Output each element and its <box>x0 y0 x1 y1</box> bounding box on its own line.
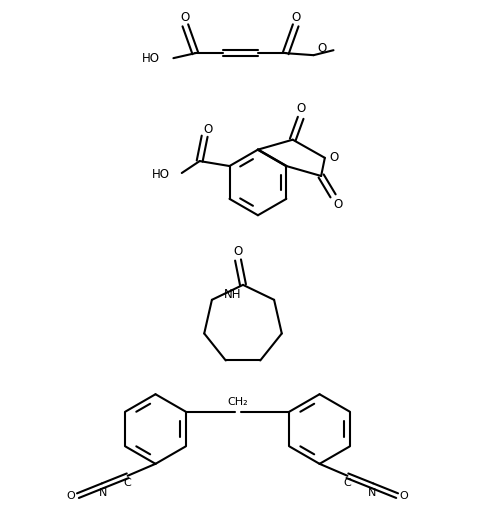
Text: C: C <box>124 478 131 488</box>
Text: O: O <box>334 198 343 211</box>
Text: C: C <box>343 478 351 488</box>
Text: O: O <box>67 491 75 501</box>
Text: O: O <box>296 102 305 115</box>
Text: O: O <box>329 151 338 164</box>
Text: O: O <box>181 11 190 24</box>
Text: O: O <box>233 244 243 257</box>
Text: NH: NH <box>224 289 242 302</box>
Text: O: O <box>317 42 326 55</box>
Text: HO: HO <box>142 51 159 64</box>
Text: HO: HO <box>152 168 170 181</box>
Text: N: N <box>368 488 376 498</box>
Text: O: O <box>400 491 409 501</box>
Text: O: O <box>291 11 300 24</box>
Text: CH₂: CH₂ <box>227 397 248 407</box>
Text: N: N <box>99 488 107 498</box>
Text: O: O <box>203 123 212 136</box>
